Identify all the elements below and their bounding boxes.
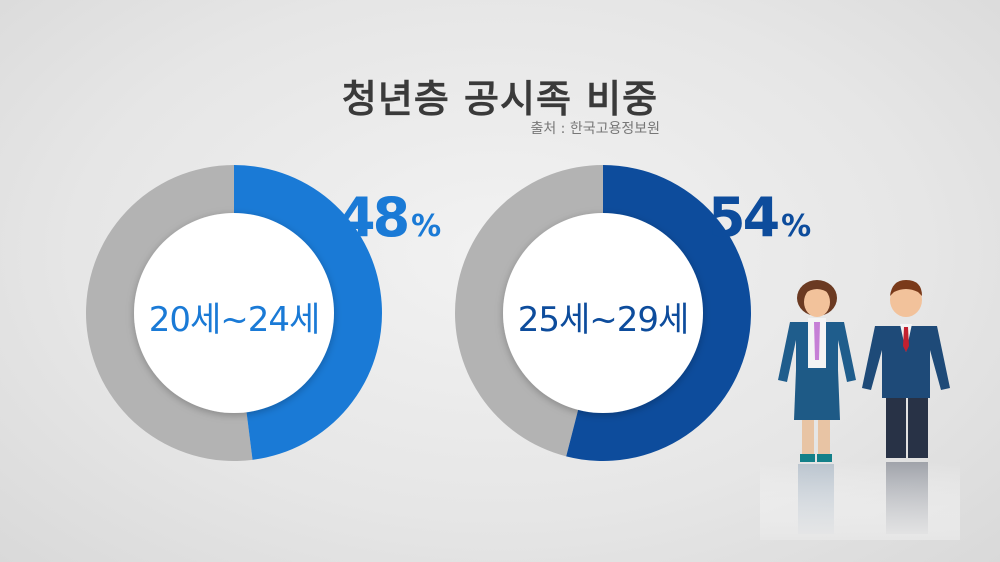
donut-center bbox=[134, 213, 334, 413]
source-note: 출처 : 한국고용정보원 bbox=[530, 121, 660, 137]
donut-center bbox=[503, 213, 703, 413]
percent-label-2: 54% bbox=[708, 186, 812, 249]
donut-chart-2 bbox=[455, 165, 752, 461]
chart-title: 청년층 공시족 비중 bbox=[341, 77, 659, 121]
percent-label-1: 48% bbox=[338, 186, 442, 249]
category-label-1: 20세~24세 bbox=[148, 300, 321, 340]
category-label-2: 25세~29세 bbox=[517, 300, 690, 340]
businesspeople-icon bbox=[760, 280, 960, 540]
donut-chart-1 bbox=[86, 165, 383, 461]
